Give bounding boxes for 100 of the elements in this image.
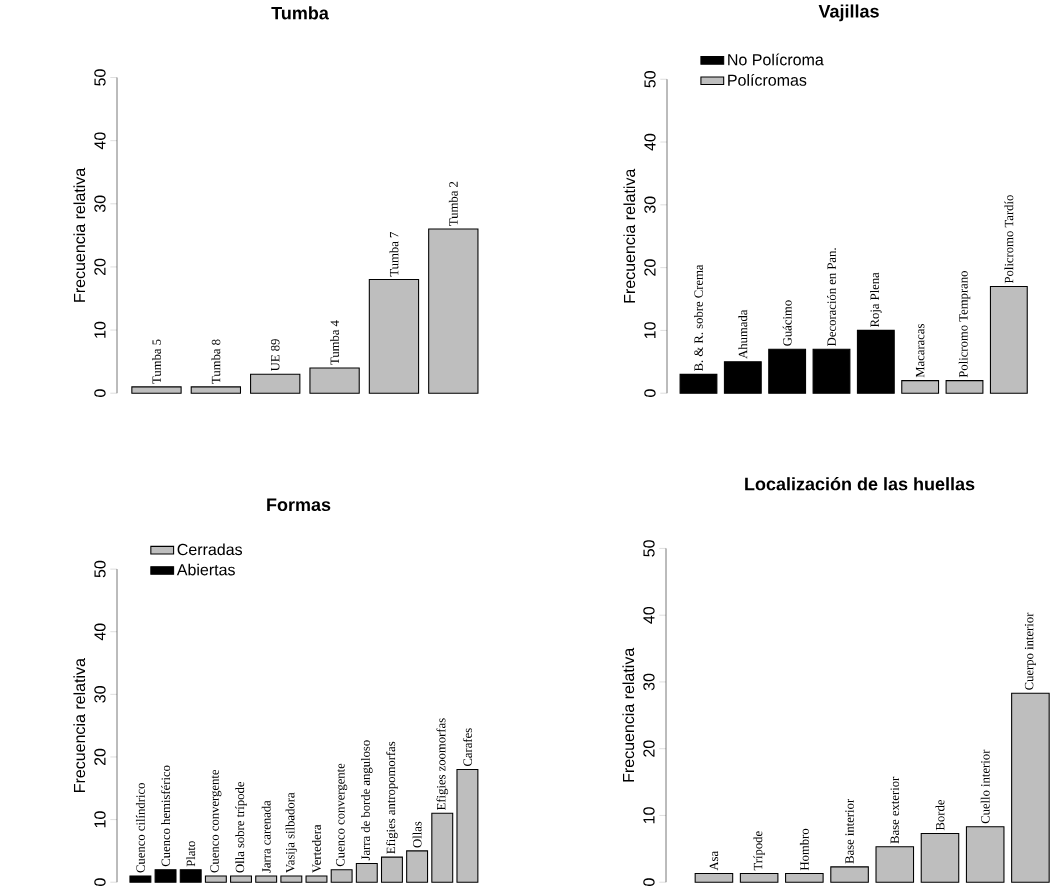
bar	[330, 869, 353, 883]
bar	[965, 826, 1005, 883]
y-axis-title: Frecuencia relativa	[73, 167, 86, 302]
x-tick-label: Tumba 7	[389, 232, 399, 277]
y-tick-label: 10	[94, 321, 106, 338]
x-tick-label: Jarra de borde anguloso	[361, 740, 373, 861]
bar	[280, 875, 303, 883]
chart-title: Vajillas	[818, 4, 879, 22]
y-tick-label: 40	[643, 606, 655, 624]
x-tick-label: Plato	[186, 841, 196, 867]
bar	[901, 380, 940, 394]
x-tick-label: Tumba 4	[330, 320, 340, 365]
x-tick-label: Guácimo	[782, 300, 792, 346]
x-tick-label: Roja Plena	[870, 272, 882, 328]
x-tick-label: Ollas	[412, 821, 422, 848]
bar	[739, 872, 779, 883]
x-tick-label: Asa	[709, 851, 719, 871]
y-tick-label: 0	[644, 389, 656, 397]
bar	[380, 856, 403, 883]
legend-label: Polícromas	[728, 73, 807, 86]
x-tick-label: Hombro	[799, 828, 809, 871]
y-tick-label: 0	[643, 878, 655, 886]
x-tick-label: Ahumada	[738, 309, 748, 359]
bar	[920, 832, 960, 883]
bar	[456, 768, 479, 883]
legend-label: No Polícroma	[728, 53, 824, 66]
x-tick-label: Cuenco convergente	[336, 763, 348, 867]
x-tick-label: Decoración en Pan.	[827, 248, 836, 346]
bar	[190, 386, 242, 394]
bar	[309, 367, 360, 394]
y-axis-title: Frecuencia relativa	[622, 647, 635, 782]
x-tick-label: Cuenco convergente	[210, 769, 222, 873]
bar	[204, 875, 227, 883]
y-axis-title: Frecuencia relativa	[623, 168, 636, 303]
bar	[179, 869, 202, 883]
x-tick-label: Efigies zoomorfas	[436, 718, 449, 810]
x-tick-label: Cuello interior	[980, 749, 990, 824]
y-tick-label: 50	[643, 540, 655, 557]
bar	[989, 285, 1028, 394]
bar	[1011, 692, 1050, 883]
bar	[830, 866, 869, 883]
bar	[305, 875, 328, 883]
bar	[768, 348, 807, 394]
y-tick-label: 10	[644, 322, 656, 339]
x-tick-label: B. & R. sobre Crema	[694, 264, 703, 372]
y-tick-label: 30	[94, 195, 106, 213]
x-tick-label: Vertedera	[312, 824, 321, 873]
x-tick-label: Borde	[935, 799, 945, 831]
x-tick-label: Tumba 5	[152, 339, 161, 384]
x-tick-label: Base exterior	[890, 776, 900, 844]
bar	[694, 872, 734, 883]
y-tick-label: 40	[644, 133, 656, 151]
y-tick-label: 40	[94, 132, 106, 150]
legend-label: Abiertas	[176, 563, 235, 576]
y-tick-label: 20	[643, 740, 655, 757]
bar	[856, 329, 895, 394]
x-tick-label: Cuerpo interior	[1024, 612, 1036, 690]
x-tick-label: Cuenco hemisférico	[161, 765, 171, 867]
bar	[812, 348, 851, 394]
bar	[368, 278, 420, 394]
bar	[406, 850, 429, 883]
y-tick-label: 30	[94, 686, 106, 703]
y-tick-label: 30	[643, 673, 655, 691]
bar	[785, 872, 824, 883]
y-tick-label: 10	[94, 811, 106, 828]
bar	[230, 875, 252, 883]
x-tick-label: Efigies antropomorfas	[386, 741, 398, 854]
bar	[945, 380, 984, 394]
y-tick-label: 50	[94, 69, 106, 86]
legend-label: Cerradas	[177, 543, 243, 556]
bar	[875, 846, 915, 883]
bar	[255, 875, 278, 883]
y-tick-label: 0	[94, 878, 106, 886]
y-tick-label: 30	[644, 196, 656, 214]
y-tick-label: 50	[94, 560, 106, 578]
x-tick-label: Olla sobre trípode	[235, 781, 247, 873]
y-tick-label: 0	[94, 389, 106, 397]
y-tick-label: 50	[644, 70, 656, 88]
x-tick-label: Policromo Temprano	[958, 271, 971, 378]
bar	[431, 812, 454, 883]
y-tick-label: 10	[643, 807, 655, 824]
x-tick-label: Tumba 2	[448, 181, 458, 226]
y-tick-label: 20	[94, 748, 106, 766]
x-tick-label: Macaracas	[915, 323, 925, 378]
x-tick-label: Carafes	[462, 728, 472, 766]
x-tick-label: Cuenco cilíndrico	[135, 783, 145, 873]
bar	[355, 862, 378, 883]
x-tick-label: UE 89	[270, 339, 280, 372]
bar	[723, 361, 762, 394]
y-tick-label: 20	[94, 258, 106, 275]
y-axis-title: Frecuencia relativa	[73, 658, 86, 792]
x-tick-label: Jarra carenada	[261, 800, 271, 873]
x-tick-label: Trípode	[753, 831, 765, 871]
chart-title: Localización de las huellas	[745, 476, 975, 491]
x-tick-label: Vasija silbadora	[285, 792, 298, 873]
bar	[129, 875, 152, 883]
bar	[250, 373, 301, 394]
chart-title: Formas	[267, 498, 331, 512]
bar	[131, 386, 182, 394]
y-tick-label: 40	[94, 623, 106, 641]
